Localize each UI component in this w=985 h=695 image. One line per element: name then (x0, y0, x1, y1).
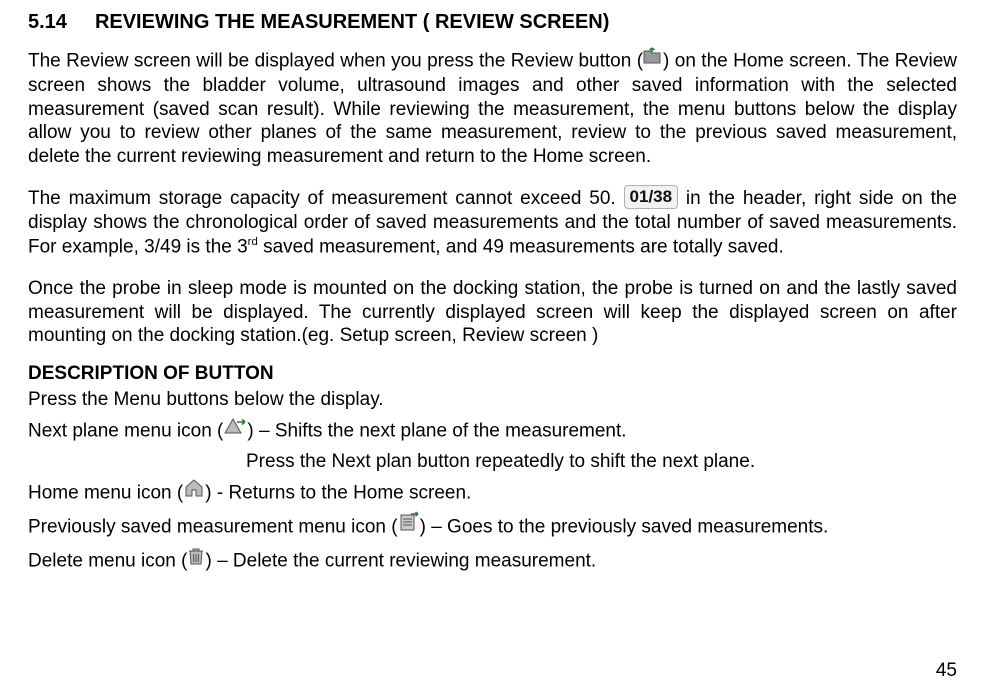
next-plane-line2: Press the Next plan button repeatedly to… (28, 450, 957, 474)
next-plane-icon (223, 416, 247, 443)
paragraph-1: The Review screen will be displayed when… (28, 49, 957, 169)
section-title-text: REVIEWING THE MEASUREMENT ( REVIEW SCREE… (95, 11, 609, 33)
next-plane-line1: Next plane menu icon () – Shifts the nex… (28, 418, 957, 445)
review-folder-icon (643, 47, 663, 72)
ordinal-suffix: rd (248, 236, 258, 248)
home-icon (183, 478, 205, 505)
prev-measurement-icon (398, 511, 420, 540)
section-heading: 5.14 REVIEWING THE MEASUREMENT ( REVIEW S… (28, 10, 957, 35)
delete-line: Delete menu icon () – Delete the current… (28, 548, 957, 575)
description-heading: DESCRIPTION OF BUTTON (28, 362, 957, 386)
page-number: 45 (936, 659, 957, 683)
paragraph-3: Once the probe in sleep mode is mounted … (28, 277, 957, 348)
prev-measurement-line: Previously saved measurement menu icon (… (28, 513, 957, 542)
section-number: 5.14 (28, 10, 67, 35)
home-line: Home menu icon () - Returns to the Home … (28, 480, 957, 507)
delete-icon (187, 546, 205, 573)
description-intro: Press the Menu buttons below the display… (28, 388, 957, 412)
counter-badge: 01/38 (624, 185, 679, 209)
paragraph-2: The maximum storage capacity of measurem… (28, 187, 957, 259)
document-page: 5.14 REVIEWING THE MEASUREMENT ( REVIEW S… (0, 0, 985, 695)
